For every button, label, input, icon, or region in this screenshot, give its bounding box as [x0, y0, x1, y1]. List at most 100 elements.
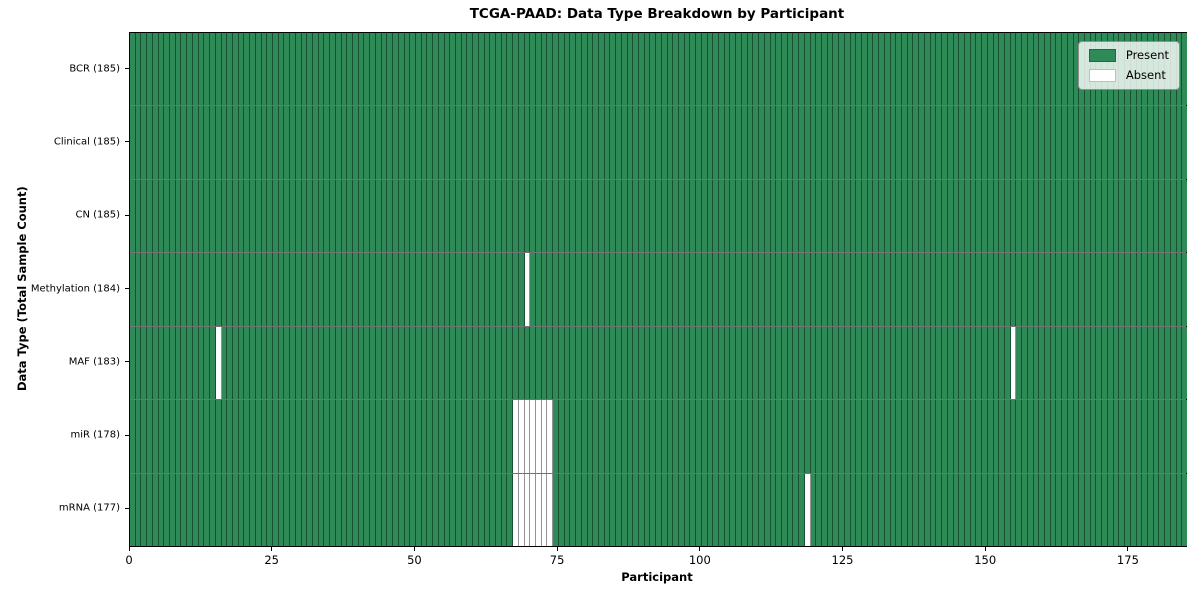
heatmap-cell-present	[210, 400, 216, 473]
heatmap-cell-present	[610, 473, 617, 546]
heatmap-cell-present	[1136, 106, 1143, 179]
heatmap-cell-present	[284, 106, 291, 179]
heatmap-cell-present	[187, 326, 193, 400]
heatmap-cell-present	[261, 179, 268, 253]
heatmap-cell-present	[1170, 400, 1177, 473]
heatmap-cell-present	[970, 326, 977, 400]
heatmap-cell-present	[295, 106, 302, 179]
heatmap-cell-present	[364, 473, 371, 546]
heatmap-cell-present	[1165, 326, 1171, 400]
heatmap-cell-present	[1182, 33, 1187, 106]
heatmap-cell-present	[770, 326, 777, 400]
heatmap-cell-present	[278, 473, 285, 546]
heatmap-row	[130, 473, 1187, 546]
heatmap-cell-present	[701, 400, 708, 473]
heatmap-cell-present	[393, 106, 399, 179]
heatmap-cell-present	[1102, 106, 1108, 179]
heatmap-cell-present	[633, 33, 639, 106]
heatmap-cell-present	[701, 179, 708, 253]
y-tick-label: mRNA (177)	[58, 502, 120, 514]
heatmap-cell-present	[375, 253, 382, 326]
heatmap-cell-present	[398, 106, 405, 179]
heatmap-cell-present	[999, 473, 1005, 546]
heatmap-cell-present	[152, 33, 159, 106]
heatmap-cell-present	[633, 253, 639, 326]
heatmap-cell-present	[873, 253, 880, 326]
heatmap-cell-present	[1170, 473, 1177, 546]
heatmap-cell-present	[656, 326, 662, 400]
heatmap-cell-present	[335, 179, 342, 253]
heatmap-cell-present	[221, 326, 228, 400]
heatmap-cell-present	[661, 400, 668, 473]
heatmap-cell-present	[713, 33, 720, 106]
heatmap-cell-present	[410, 473, 416, 546]
heatmap-cell-present	[816, 473, 822, 546]
heatmap-cell-present	[730, 473, 737, 546]
heatmap-cell-present	[810, 179, 817, 253]
heatmap-cell-present	[564, 253, 571, 326]
heatmap-cell-present	[810, 326, 817, 400]
heatmap-cell-present	[953, 473, 960, 546]
heatmap-cell-present	[656, 400, 662, 473]
heatmap-cell-present	[164, 473, 171, 546]
heatmap-cell-present	[833, 400, 840, 473]
heatmap-cell-present	[947, 326, 954, 400]
heatmap-cell-present	[461, 106, 468, 179]
heatmap-cell-present	[1130, 179, 1137, 253]
heatmap-cell-present	[427, 106, 434, 179]
heatmap-cell-present	[307, 326, 313, 400]
heatmap-cell-present	[164, 253, 171, 326]
heatmap-cell-present	[987, 326, 994, 400]
heatmap-cell-present	[1062, 179, 1068, 253]
heatmap-cell-present	[970, 400, 977, 473]
heatmap-cell-present	[976, 400, 983, 473]
heatmap-cell-present	[827, 400, 834, 473]
heatmap-cell-present	[713, 106, 720, 179]
heatmap-cell-present	[438, 400, 445, 473]
heatmap-cell-present	[255, 400, 262, 473]
heatmap-cell-present	[227, 106, 233, 179]
heatmap-cell-present	[896, 326, 903, 400]
y-tick-mark	[124, 141, 129, 143]
heatmap-cell-present	[953, 106, 960, 179]
heatmap-cell-present	[1027, 473, 1034, 546]
heatmap-cell-present	[621, 253, 628, 326]
heatmap-cell-present	[1085, 326, 1091, 400]
heatmap-cell-present	[1107, 253, 1114, 326]
heatmap-cell-present	[679, 473, 685, 546]
heatmap-cell-present	[679, 400, 685, 473]
heatmap-cell-present	[959, 33, 965, 106]
heatmap-cell-present	[593, 33, 599, 106]
heatmap-cell-present	[404, 400, 411, 473]
heatmap-cell-present	[307, 179, 313, 253]
heatmap-cell-present	[781, 253, 788, 326]
heatmap-cell-present	[232, 106, 239, 179]
heatmap-cell-present	[130, 326, 136, 400]
y-tick-mark	[124, 68, 129, 70]
heatmap-cell-present	[913, 179, 920, 253]
heatmap-cell-present	[656, 473, 662, 546]
heatmap-cell-present	[1176, 473, 1183, 546]
heatmap-cell-present	[1039, 33, 1045, 106]
heatmap-cell-present	[250, 33, 256, 106]
heatmap-cell-present	[976, 326, 983, 400]
heatmap-cell-present	[564, 33, 571, 106]
heatmap-cell-present	[593, 400, 599, 473]
heatmap-cell-present	[936, 33, 943, 106]
heatmap-cell-present	[141, 253, 148, 326]
heatmap-cell-present	[873, 400, 880, 473]
heatmap-cell-present	[879, 33, 885, 106]
heatmap-cell-present	[1090, 179, 1097, 253]
heatmap-cell-present	[884, 33, 891, 106]
heatmap-cell-present	[833, 106, 840, 179]
heatmap-cell-present	[204, 253, 211, 326]
heatmap-cell-absent	[547, 473, 554, 546]
heatmap-cell-present	[873, 473, 880, 546]
heatmap-cell-present	[473, 473, 479, 546]
heatmap-cell-present	[976, 33, 983, 106]
heatmap-cell-present	[982, 400, 988, 473]
heatmap-cell-present	[747, 33, 754, 106]
heatmap-cell-present	[461, 33, 468, 106]
heatmap-cell-absent	[541, 400, 548, 473]
heatmap-cell-present	[924, 33, 931, 106]
